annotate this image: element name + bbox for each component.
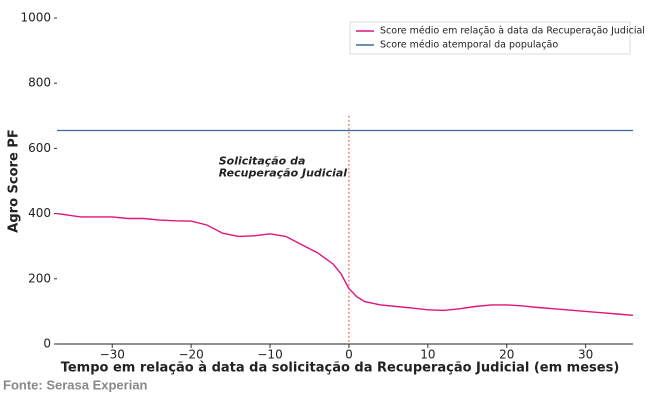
legend-box xyxy=(349,21,631,55)
y-tick-label: 800 xyxy=(28,76,51,90)
y-tick-label: 0 xyxy=(43,337,51,351)
x-tick-label: 10 xyxy=(420,348,435,362)
y-tick-label: 1000 xyxy=(20,11,51,25)
y-axis-label: Agro Score PF xyxy=(7,129,22,232)
x-tick-label: −10 xyxy=(257,348,282,362)
x-tick-label: −20 xyxy=(178,348,203,362)
x-tick-label: 20 xyxy=(499,348,514,362)
x-tick-label: 0 xyxy=(345,348,353,362)
y-tick-label: 600 xyxy=(28,141,51,155)
annotation: Solicitação da xyxy=(219,154,306,167)
series-line xyxy=(56,212,634,316)
x-axis-label: Tempo em relação à data da solicitação d… xyxy=(61,361,620,376)
y-tick-label: 200 xyxy=(28,271,51,285)
annotation: Recuperação Judicial xyxy=(219,166,348,179)
legend-label: Score médio atemporal da população xyxy=(380,40,558,51)
source: Fonte: Serasa Experian xyxy=(3,377,148,392)
x-tick-label: 30 xyxy=(578,348,593,362)
y-tick-label: 400 xyxy=(28,206,51,220)
x-tick-label: −30 xyxy=(100,348,125,362)
legend-label: Score médio em relação à data da Recuper… xyxy=(380,26,645,37)
